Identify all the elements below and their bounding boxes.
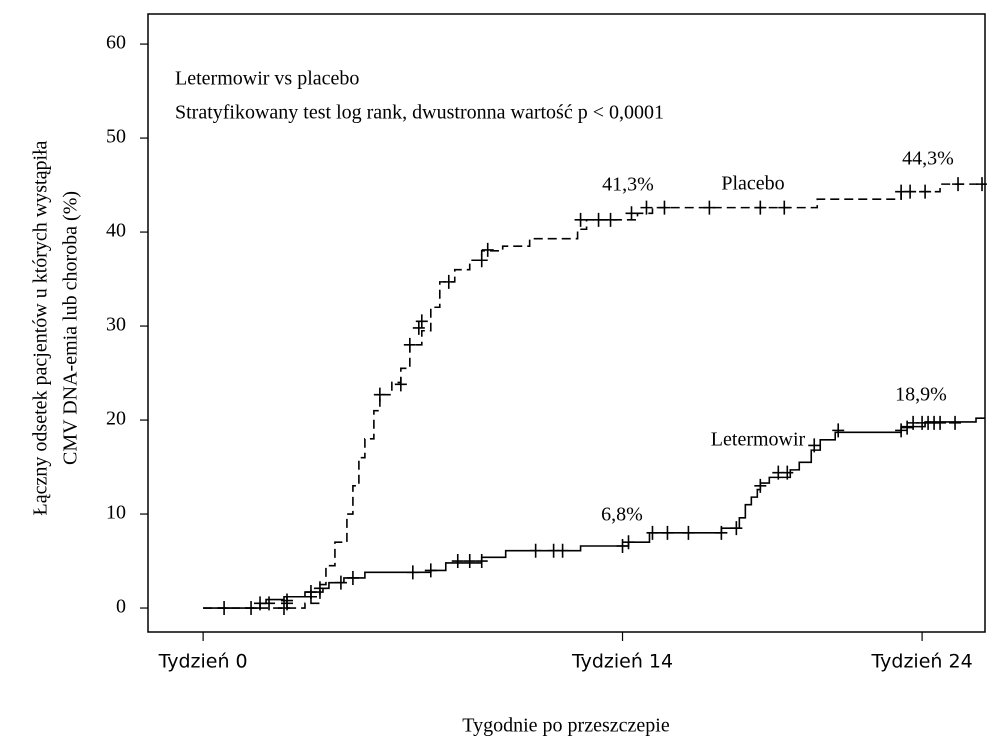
value-label: 44,3% (902, 148, 954, 170)
censor-mark (451, 554, 464, 569)
censor-mark (703, 200, 716, 215)
censor-mark (934, 415, 947, 430)
censor-mark (245, 601, 258, 616)
censor-mark (346, 570, 359, 585)
y-axis-label: CMV DNA-emia lub choroba (%) (60, 191, 82, 465)
censor-mark (403, 337, 416, 352)
y-tick-label: 50 (106, 126, 126, 148)
censor-mark (715, 525, 728, 540)
censor-mark (412, 320, 425, 335)
censor-mark (481, 242, 494, 257)
km-curve (203, 417, 985, 609)
censor-mark (281, 593, 294, 608)
censor-mark (218, 601, 231, 616)
censor-mark (529, 543, 542, 558)
censor-mark (976, 177, 987, 192)
censor-mark (424, 563, 437, 578)
censor-mark (781, 465, 794, 480)
y-tick-label: 0 (116, 596, 126, 618)
censor-mark (952, 177, 965, 192)
y-tick-label: 20 (106, 408, 126, 430)
censor-mark (574, 212, 587, 227)
censor-mark (334, 575, 347, 590)
value-label: 6,8% (601, 504, 643, 526)
x-axis-label: Tygodnie po przeszczepie (462, 715, 670, 737)
censor-mark (682, 525, 695, 540)
y-tick-label: 30 (106, 314, 126, 336)
value-label: 41,3% (602, 174, 654, 196)
censor-mark (442, 274, 455, 289)
censor-mark (808, 438, 821, 453)
plot-frame (147, 13, 986, 633)
censor-mark (625, 206, 638, 221)
censor-mark (754, 478, 767, 493)
censor-mark (604, 212, 617, 227)
censor-mark (263, 596, 276, 611)
censor-mark (949, 415, 962, 430)
censor-mark (832, 423, 845, 438)
y-tick-label: 10 (106, 502, 126, 524)
censor-mark (778, 200, 791, 215)
censor-mark (278, 601, 291, 616)
censor-mark (592, 212, 605, 227)
censor-mark (556, 543, 569, 558)
censor-mark (646, 525, 659, 540)
censor-mark (304, 585, 317, 600)
censor-mark (919, 184, 932, 199)
y-axis-label: Łączny odsetek pacjentów u których wystą… (30, 140, 52, 515)
censor-mark (616, 538, 629, 553)
censor-mark (622, 535, 635, 550)
censor-mark (394, 377, 407, 392)
x-tick-label: Tydzień 14 (571, 651, 673, 673)
censor-mark (415, 314, 428, 329)
annotation: Stratyfikowany test log rank, dwustronna… (175, 102, 664, 124)
series-label: Letermowir (711, 429, 806, 451)
x-tick-label: Tydzień 0 (158, 651, 248, 673)
km-curve (203, 183, 985, 609)
censor-mark (406, 565, 419, 580)
censor-mark (658, 200, 671, 215)
censor-mark (754, 200, 767, 215)
censor-mark (640, 200, 653, 215)
censor-mark (475, 554, 488, 569)
censor-mark (661, 525, 674, 540)
y-tick-label: 60 (106, 32, 126, 54)
censor-mark (373, 387, 386, 402)
value-label: 18,9% (895, 384, 947, 406)
censor-mark (463, 554, 476, 569)
x-tick-label: Tydzień 24 (871, 651, 973, 673)
annotation: Letermowir vs placebo (175, 68, 359, 90)
censor-mark (904, 184, 917, 199)
censor-mark (313, 581, 326, 596)
censor-mark (475, 253, 488, 268)
series-label: Placebo (721, 173, 784, 195)
y-tick-label: 40 (106, 220, 126, 242)
censor-mark (730, 521, 743, 536)
censor-mark (895, 423, 908, 438)
